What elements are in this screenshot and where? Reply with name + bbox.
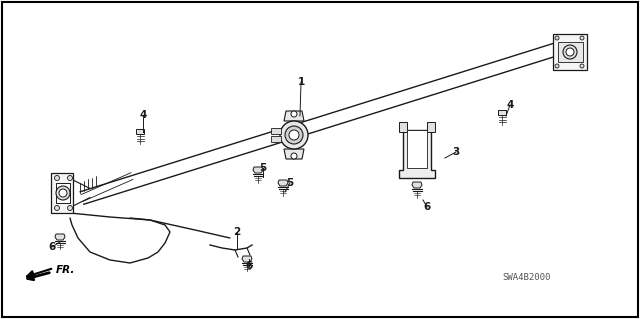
Text: 6: 6 bbox=[245, 261, 253, 271]
Text: 5: 5 bbox=[259, 163, 267, 173]
Circle shape bbox=[54, 175, 60, 181]
Circle shape bbox=[563, 45, 577, 59]
Polygon shape bbox=[427, 122, 435, 132]
Text: 6: 6 bbox=[424, 202, 431, 212]
Polygon shape bbox=[55, 234, 65, 240]
Circle shape bbox=[289, 130, 299, 140]
Polygon shape bbox=[51, 173, 73, 213]
Polygon shape bbox=[553, 34, 587, 70]
Circle shape bbox=[566, 48, 574, 56]
Text: FR.: FR. bbox=[56, 265, 76, 275]
Circle shape bbox=[59, 189, 67, 197]
Polygon shape bbox=[278, 180, 288, 186]
Polygon shape bbox=[242, 256, 252, 262]
Circle shape bbox=[555, 36, 559, 40]
Text: 2: 2 bbox=[234, 227, 241, 237]
Polygon shape bbox=[136, 129, 144, 134]
Circle shape bbox=[56, 186, 70, 200]
Circle shape bbox=[555, 64, 559, 68]
Circle shape bbox=[285, 126, 303, 144]
Text: 4: 4 bbox=[506, 100, 514, 110]
Circle shape bbox=[67, 205, 72, 211]
Text: 6: 6 bbox=[49, 242, 56, 252]
Circle shape bbox=[580, 36, 584, 40]
Circle shape bbox=[291, 153, 297, 159]
Polygon shape bbox=[271, 136, 281, 142]
Polygon shape bbox=[407, 130, 427, 168]
Polygon shape bbox=[56, 183, 70, 203]
Circle shape bbox=[580, 64, 584, 68]
Circle shape bbox=[54, 205, 60, 211]
Polygon shape bbox=[558, 42, 583, 62]
Text: 3: 3 bbox=[452, 147, 460, 157]
Polygon shape bbox=[253, 167, 263, 173]
Polygon shape bbox=[399, 130, 435, 178]
Polygon shape bbox=[399, 122, 407, 132]
Text: 1: 1 bbox=[298, 77, 305, 87]
Circle shape bbox=[280, 121, 308, 149]
Polygon shape bbox=[284, 111, 304, 121]
Circle shape bbox=[291, 111, 297, 117]
Polygon shape bbox=[498, 110, 506, 115]
Circle shape bbox=[67, 175, 72, 181]
Polygon shape bbox=[271, 128, 281, 134]
Text: SWA4B2000: SWA4B2000 bbox=[502, 273, 550, 283]
Polygon shape bbox=[284, 149, 304, 159]
Text: 4: 4 bbox=[140, 110, 147, 120]
Text: 5: 5 bbox=[286, 178, 294, 188]
Polygon shape bbox=[412, 182, 422, 188]
